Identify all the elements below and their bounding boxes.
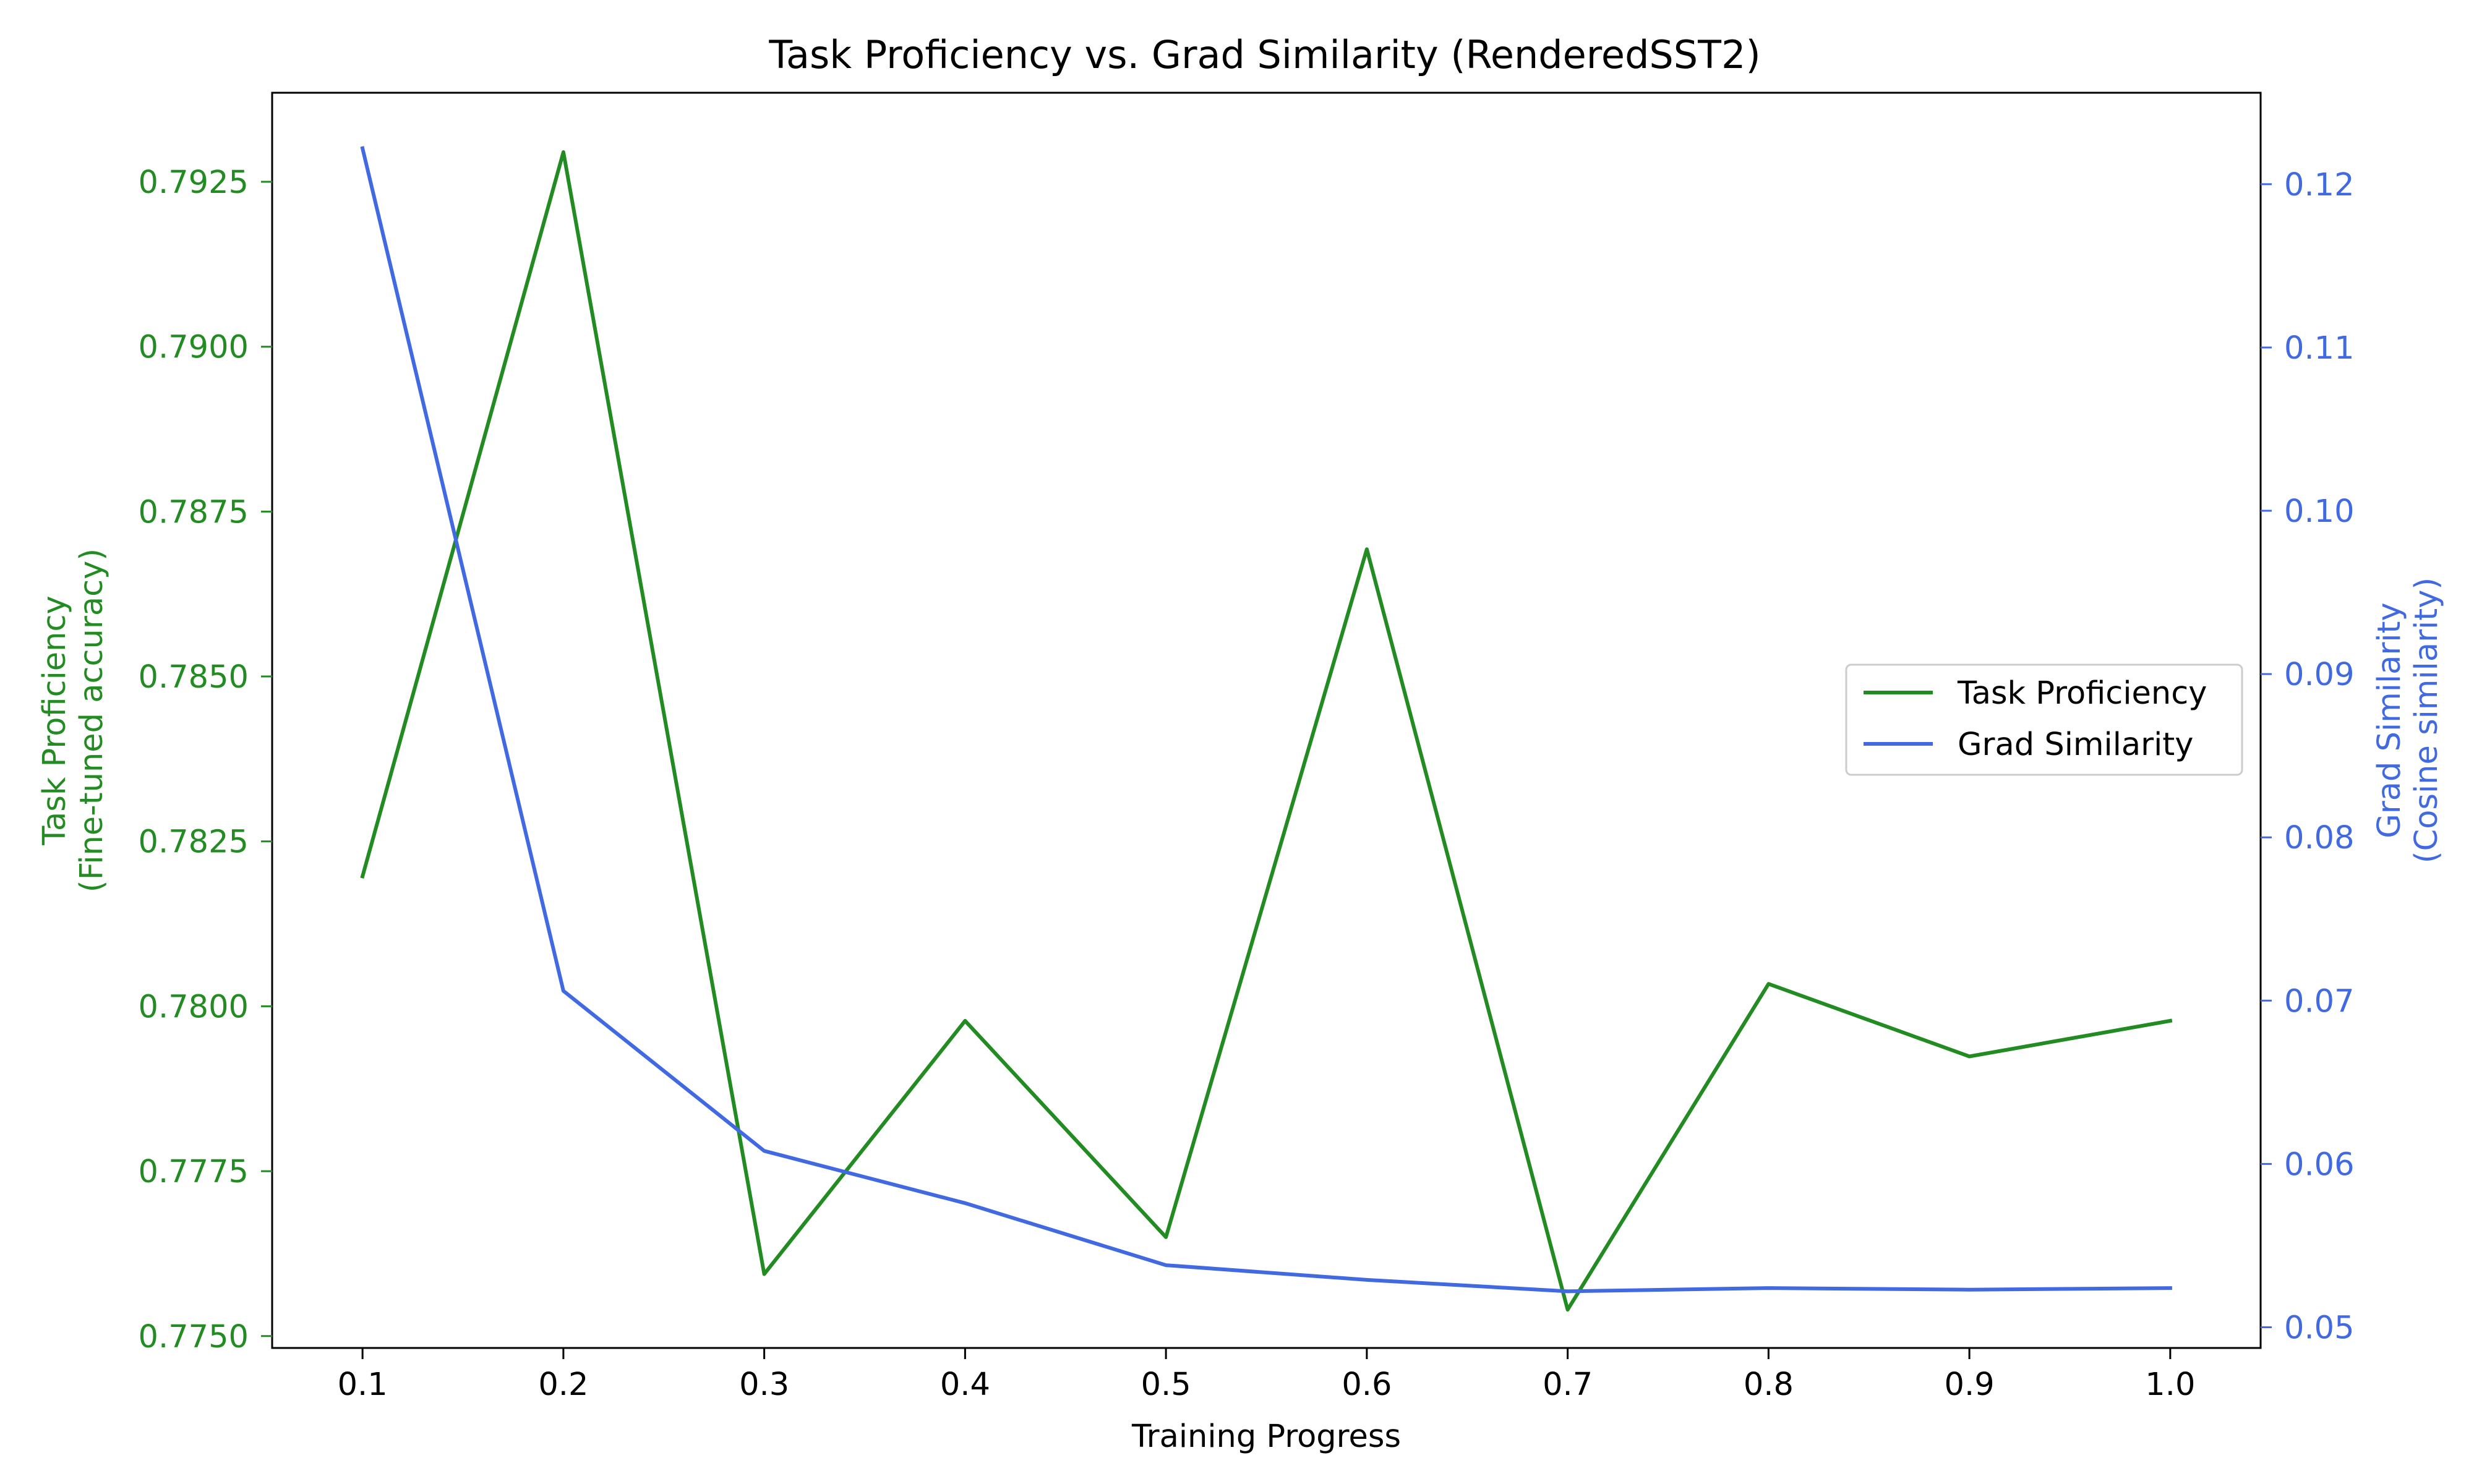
x-axis-label: Training Progress: [1131, 1418, 1401, 1455]
right-y-tick-label: 0.05: [2284, 1310, 2355, 1346]
right-y-tick-label: 0.10: [2284, 493, 2355, 530]
x-tick-label: 0.1: [338, 1367, 388, 1403]
right-y-tick-label: 0.07: [2284, 983, 2355, 1020]
left-y-tick-label: 0.7875: [139, 494, 249, 531]
right-y-axis-label-line: (Cosine similarity): [2408, 578, 2445, 864]
chart-title: Task Proficiency vs. Grad Similarity (Re…: [768, 32, 1760, 77]
x-tick-label: 0.4: [940, 1367, 990, 1403]
legend-box: [1845, 663, 2243, 776]
left-y-tick-label: 0.7750: [139, 1319, 249, 1355]
right-y-tick-label: 0.11: [2284, 330, 2355, 367]
left-y-tick-label: 0.7900: [139, 330, 249, 366]
left-y-axis-label: Task Proficiency(Fine-tuned accuracy): [36, 548, 110, 892]
right-y-tick-label: 0.09: [2284, 657, 2355, 693]
right-y-axis-label-line: Grad Similarity: [2371, 602, 2408, 838]
legend-label: Grad Similarity: [1958, 727, 2193, 763]
x-tick-label: 0.8: [1744, 1367, 1794, 1403]
x-tick-label: 0.9: [1945, 1367, 1995, 1403]
right-y-tick-label: 0.06: [2284, 1146, 2355, 1183]
series-line-task-proficiency: [360, 150, 2173, 1312]
x-tick-label: 0.2: [538, 1367, 588, 1403]
x-tick-label: 0.7: [1543, 1367, 1593, 1403]
left-y-tick-label: 0.7775: [139, 1154, 249, 1190]
series-line-grad-similarity: [360, 146, 2172, 1294]
left-y-tick-label: 0.7925: [139, 164, 249, 201]
right-y-tick-label: 0.08: [2284, 820, 2355, 856]
right-y-axis-label: Grad Similarity(Cosine similarity): [2371, 578, 2445, 864]
x-tick-label: 1.0: [2145, 1367, 2195, 1403]
x-tick-label: 0.5: [1141, 1367, 1191, 1403]
legend-label: Task Proficiency: [1957, 675, 2207, 712]
left-y-axis-label-line: (Fine-tuned accuracy): [74, 548, 110, 892]
x-tick-label: 0.6: [1342, 1367, 1392, 1403]
left-y-axis-label-line: Task Proficiency: [36, 595, 73, 845]
x-tick-label: 0.3: [739, 1367, 789, 1403]
left-y-tick-label: 0.7800: [139, 989, 249, 1025]
plot-area: 0.1 0.2 0.3 0.4 0.5 0.6 0.7 0.8 0.9 1.0 Training P…: [36, 92, 2445, 1455]
right-y-tick-label: 0.12: [2284, 167, 2355, 203]
left-y-tick-label: 0.7850: [139, 659, 249, 696]
left-y-tick-label: 0.7825: [139, 824, 249, 861]
plot-frame: [271, 92, 2262, 1349]
